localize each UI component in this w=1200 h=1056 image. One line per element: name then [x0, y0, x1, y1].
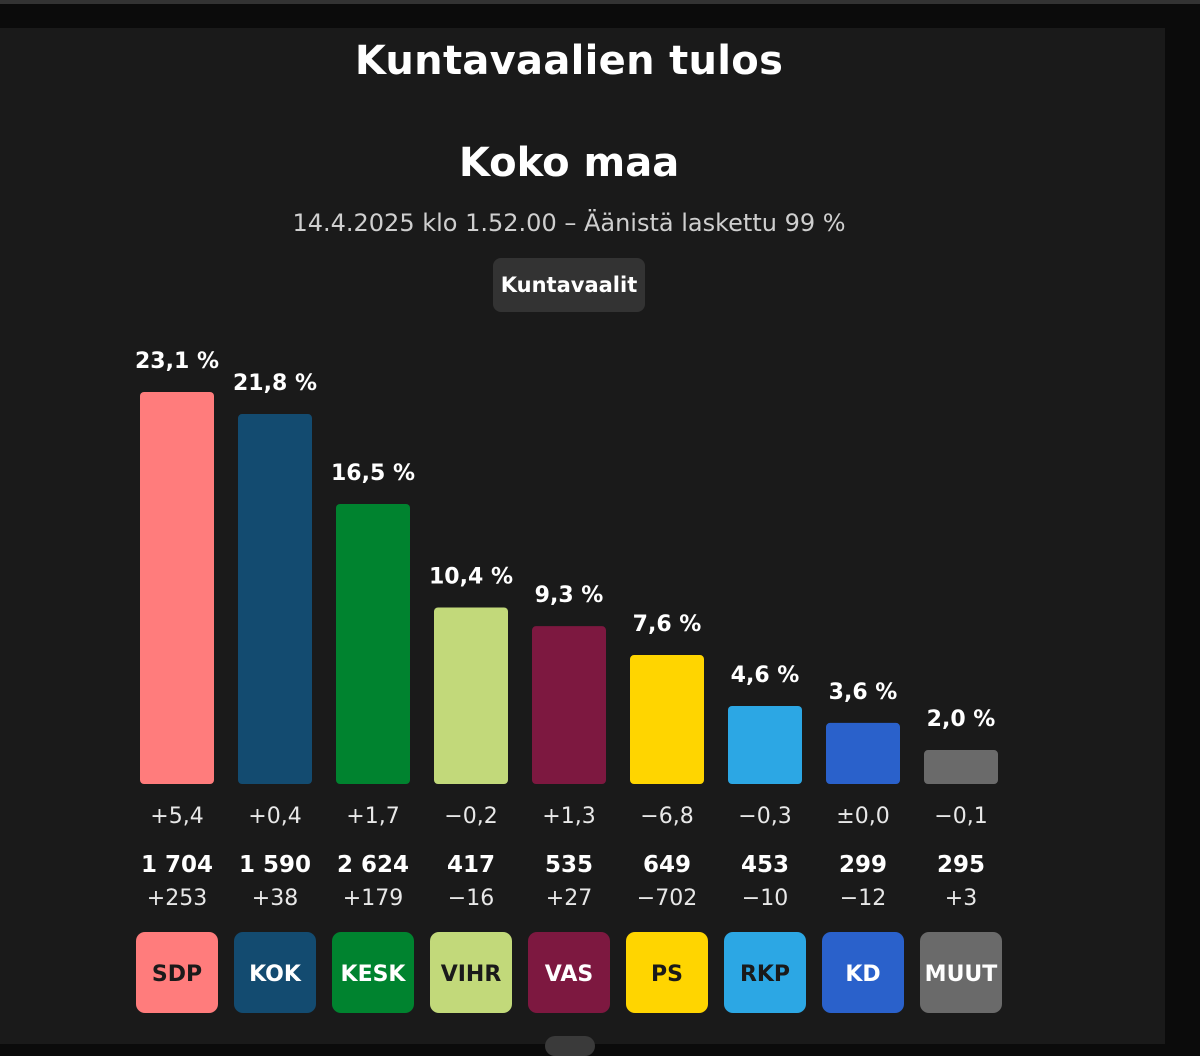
party-badge-background	[430, 932, 512, 1013]
party-name-label: PS	[651, 962, 683, 987]
party-badge-background	[136, 932, 218, 1013]
party-badge-background	[626, 932, 708, 1013]
party-name-label: KD	[845, 962, 880, 987]
party-badge-background	[528, 932, 610, 1013]
party-name-label: VIHR	[441, 962, 502, 987]
party-badge-background	[332, 932, 414, 1013]
party-name-label: SDP	[152, 962, 202, 987]
party-badge-sdp[interactable]: SDP	[136, 932, 218, 1013]
party-name-label: KESK	[341, 962, 407, 987]
window-top-border	[0, 0, 1200, 4]
party-name-label: MUUT	[925, 962, 998, 987]
party-badge-background	[234, 932, 316, 1013]
party-badge-kok[interactable]: KOK	[234, 932, 316, 1013]
count-status: 14.4.2025 klo 1.52.00 – Äänistä laskettu…	[292, 209, 846, 237]
party-name-label: VAS	[545, 962, 593, 987]
party-badge-background	[724, 932, 806, 1013]
party-badge-rkp[interactable]: RKP	[724, 932, 806, 1013]
party-badge-ps[interactable]: PS	[626, 932, 708, 1013]
party-name-label: RKP	[740, 962, 790, 987]
party-badge-background	[920, 932, 1002, 1013]
page-title: Kuntavaalien tulos	[354, 38, 784, 84]
party-badge-vas[interactable]: VAS	[528, 932, 610, 1013]
area-title: Koko maa	[458, 140, 680, 186]
party-badge-background	[822, 932, 904, 1013]
party-name-label: KOK	[249, 962, 302, 987]
scroll-indicator	[545, 1036, 595, 1056]
party-badge-kesk[interactable]: KESK	[332, 932, 414, 1013]
party-badge-kd[interactable]: KD	[822, 932, 904, 1013]
party-badge-vihr[interactable]: VIHR	[430, 932, 512, 1013]
election-type-button[interactable]: Kuntavaalit	[493, 258, 645, 312]
party-badge-muut[interactable]: MUUT	[920, 932, 1002, 1013]
